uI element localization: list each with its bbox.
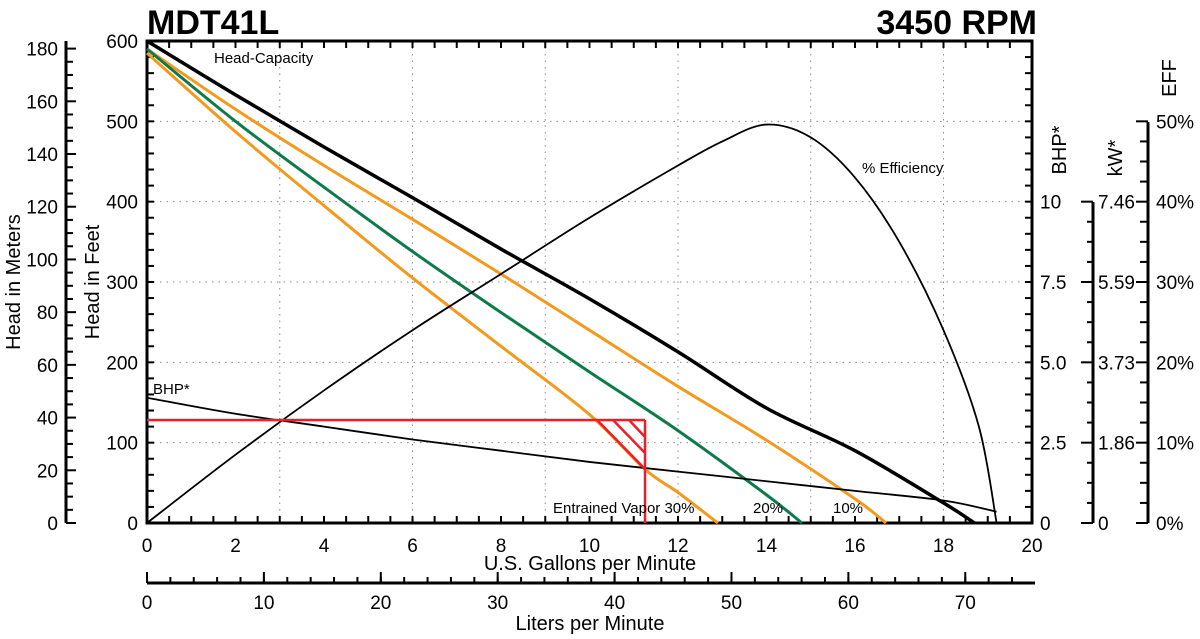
lpm-axis-label: Liters per Minute xyxy=(516,613,665,635)
efficiency-label: % Efficiency xyxy=(862,160,944,177)
lpm-tick-label: 70 xyxy=(955,593,976,614)
meters-tick-label: 0 xyxy=(47,514,58,535)
feet-tick-label: 500 xyxy=(106,112,138,133)
grid-lines xyxy=(147,41,1032,523)
eff-tick-label: 20% xyxy=(1156,353,1194,374)
bhp-axis-label: BHP* xyxy=(1049,125,1071,174)
gpm-tick-label: 4 xyxy=(319,536,330,557)
gpm-tick-label: 8 xyxy=(496,536,507,557)
head-capacity-curve xyxy=(146,39,976,525)
lpm-tick-label: 50 xyxy=(721,593,742,614)
vapor-30-label: Entrained Vapor 30% xyxy=(553,500,694,517)
eff-tick-label: 30% xyxy=(1156,273,1194,294)
lpm-tick-label: 60 xyxy=(838,593,859,614)
meters-tick-label: 100 xyxy=(26,250,58,271)
bhp-tick-label: 7.5 xyxy=(1040,273,1066,294)
vapor-20-label: 20% xyxy=(753,500,783,517)
lpm-tick-label: 30 xyxy=(487,593,508,614)
kw-tick-label: 5.59 xyxy=(1098,273,1135,294)
feet-tick-label: 400 xyxy=(106,193,138,214)
vapor-10-curve xyxy=(146,47,887,525)
meters-tick-label: 180 xyxy=(26,40,58,61)
lpm-tick-label: 10 xyxy=(253,593,274,614)
bhp-curve xyxy=(146,396,997,513)
vapor-10-label: 10% xyxy=(833,500,863,517)
gpm-tick-label: 2 xyxy=(230,536,241,557)
meters-tick-label: 160 xyxy=(26,92,58,113)
gpm-tick-label: 18 xyxy=(933,536,954,557)
kw-tick-label: 0 xyxy=(1098,514,1109,535)
bhp-curve-label: BHP* xyxy=(153,381,190,398)
axis-tick-labels: 0 2 4 6 8 10 12 14 16 18 2001002003004005006000204… xyxy=(26,32,1194,614)
bhp-tick-label: 5.0 xyxy=(1040,353,1066,374)
feet-tick-label: 300 xyxy=(106,273,138,294)
meters-axis-label: Head in Meters xyxy=(3,214,25,350)
kw-tick-label: 7.46 xyxy=(1098,193,1135,214)
kw-tick-label: 1.86 xyxy=(1098,434,1135,455)
lpm-tick-label: 40 xyxy=(604,593,625,614)
feet-tick-label: 100 xyxy=(106,434,138,455)
eff-tick-label: 10% xyxy=(1156,434,1194,455)
lpm-tick-label: 0 xyxy=(142,593,153,614)
eff-tick-label: 0% xyxy=(1156,514,1184,535)
kw-axis-label: kW* xyxy=(1105,139,1127,176)
efficiency-curve xyxy=(146,123,998,524)
feet-tick-label: 200 xyxy=(106,353,138,374)
feet-axis-label: Head in Feet xyxy=(82,224,104,339)
gpm-tick-label: 6 xyxy=(407,536,418,557)
feet-tick-label: 600 xyxy=(106,32,138,53)
gpm-tick-label: 10 xyxy=(579,536,600,557)
rpm-title: 3450 RPM xyxy=(876,4,1037,42)
gpm-tick-label: 14 xyxy=(756,536,778,557)
model-title: MDT41L xyxy=(147,4,279,42)
bhp-tick-label: 10 xyxy=(1040,193,1061,214)
kw-tick-label: 3.73 xyxy=(1098,353,1135,374)
gpm-tick-label: 12 xyxy=(667,536,688,557)
vapor-20-curve xyxy=(146,47,803,525)
bhp-tick-label: 0 xyxy=(1040,514,1051,535)
operating-point-marker xyxy=(147,418,647,523)
vapor-30-curve xyxy=(146,51,719,525)
meters-tick-label: 40 xyxy=(37,409,58,430)
eff-axis-label: EFF xyxy=(1159,59,1181,97)
meters-tick-label: 60 xyxy=(37,356,58,377)
eff-tick-label: 40% xyxy=(1156,193,1194,214)
meters-tick-label: 140 xyxy=(26,145,58,166)
gpm-axis-label: U.S. Gallons per Minute xyxy=(484,553,696,575)
curves xyxy=(146,39,998,525)
gpm-tick-label: 0 xyxy=(142,536,153,557)
meters-tick-label: 20 xyxy=(37,461,58,482)
feet-tick-label: 0 xyxy=(127,514,138,535)
gpm-tick-label: 16 xyxy=(844,536,865,557)
meters-tick-label: 120 xyxy=(26,198,58,219)
lpm-tick-label: 20 xyxy=(370,593,391,614)
bhp-tick-label: 2.5 xyxy=(1040,434,1066,455)
head-capacity-label: Head-Capacity xyxy=(214,50,314,67)
meters-tick-label: 80 xyxy=(37,303,58,324)
eff-tick-label: 50% xyxy=(1156,112,1194,133)
gpm-tick-label: 20 xyxy=(1021,536,1042,557)
